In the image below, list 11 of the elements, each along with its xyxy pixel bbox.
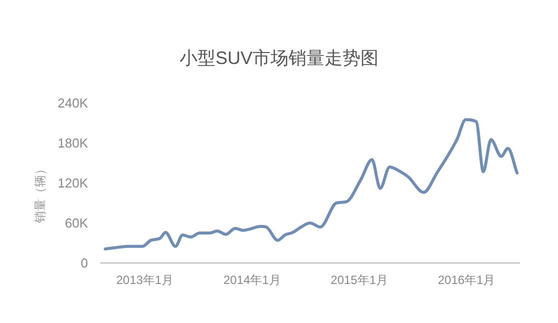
x-tick-label: 2015年1月 [330,273,388,287]
x-tick-label: 2016年1月 [438,273,496,287]
y-axis-title: 销量（辆） [33,163,47,224]
y-tick-label: 180K [58,136,88,150]
y-tick-label: 240K [58,96,88,110]
x-tick-label: 2014年1月 [223,273,281,287]
y-tick-label: 120K [58,176,88,190]
y-tick-label: 60K [64,216,88,230]
chart-title: 小型SUV市场销量走势图 [179,48,379,68]
x-tick-label: 2013年1月 [116,273,174,287]
y-tick-label: 0 [80,256,88,270]
